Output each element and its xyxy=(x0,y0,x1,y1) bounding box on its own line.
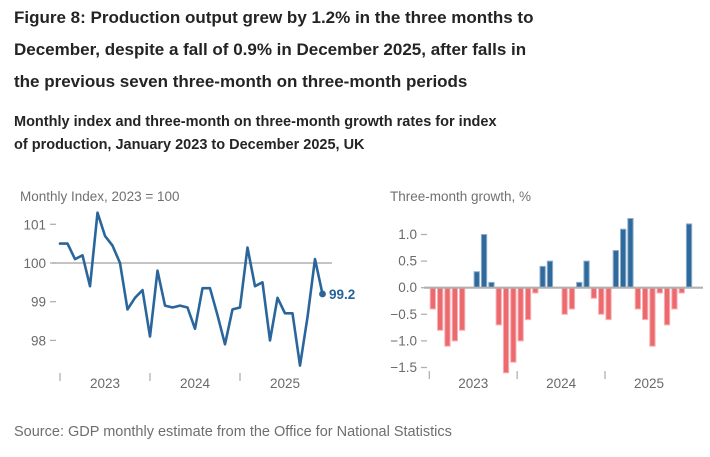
growth-bar-positive xyxy=(627,218,634,289)
growth-bar-negative xyxy=(671,287,678,310)
growth-bar-negative xyxy=(444,287,451,347)
figure-title: Figure 8: Production output grew by 1.2%… xyxy=(14,8,534,91)
growth-bar-negative xyxy=(561,287,568,315)
growth-bar-positive xyxy=(612,250,619,289)
index-line xyxy=(58,211,324,367)
growth-bar-negative xyxy=(510,287,517,363)
y-tick-label: 98 xyxy=(31,333,46,348)
growth-bar-negative xyxy=(524,287,532,321)
right-panel-title: Three-month growth, % xyxy=(390,189,531,204)
y-tick-label: 101 xyxy=(23,217,46,232)
x-tick-label: 2025 xyxy=(634,376,664,391)
growth-bar-negative xyxy=(605,287,612,321)
end-value-label: 99.2 xyxy=(329,287,355,302)
three-month-growth-chart: Three-month growth, % 1.0 0.5 0.0 −0.5 −1.0 −1… xyxy=(390,189,703,391)
growth-bar-positive xyxy=(539,265,546,289)
x-tick-label: 2025 xyxy=(270,376,300,391)
end-dot xyxy=(319,290,326,298)
growth-bar-positive xyxy=(620,228,627,289)
growth-bar-negative xyxy=(459,287,466,331)
y-tick-label: 0.5 xyxy=(398,254,417,269)
growth-bar-negative xyxy=(451,287,458,342)
left-panel-title: Monthly Index, 2023 = 100 xyxy=(20,189,180,204)
growth-bar-positive xyxy=(480,234,488,289)
growth-bar-negative xyxy=(429,287,437,310)
y-tick-label: 1.0 xyxy=(398,227,417,242)
growth-bar-negative xyxy=(568,287,576,310)
growth-bar-negative xyxy=(663,287,671,326)
growth-bar-positive xyxy=(473,271,480,289)
growth-bar-negative xyxy=(590,287,597,299)
growth-bar-negative xyxy=(598,287,605,315)
y-tick-label: −1.0 xyxy=(390,333,417,348)
x-tick-label: 2023 xyxy=(458,376,488,391)
growth-bar-negative xyxy=(495,287,502,326)
source-text: Source: GDP monthly estimate from the Of… xyxy=(14,424,452,440)
monthly-index-chart: Monthly Index, 2023 = 100 101 100 99 98 2023 2… xyxy=(20,189,355,391)
growth-bar-negative xyxy=(634,287,641,310)
growth-bar-positive xyxy=(546,260,554,289)
growth-bar-positive xyxy=(685,223,693,289)
y-tick-label: −1.5 xyxy=(390,360,417,375)
growth-bar-negative xyxy=(502,287,510,374)
figure-subtitle: Monthly index and three-month on three-m… xyxy=(14,114,497,153)
growth-bar-negative xyxy=(642,287,649,321)
growth-bar-negative xyxy=(649,287,656,347)
y-tick-label: 99 xyxy=(31,295,46,310)
growth-bar-positive xyxy=(583,260,590,289)
x-tick-label: 2024 xyxy=(180,376,211,391)
y-tick-label: −0.5 xyxy=(390,307,417,322)
growth-bar-negative xyxy=(437,287,444,331)
growth-bar-negative xyxy=(517,287,524,342)
x-tick-label: 2024 xyxy=(546,376,577,391)
y-tick-label: 100 xyxy=(23,256,46,271)
y-tick-label: 0.0 xyxy=(398,280,417,295)
x-tick-label: 2023 xyxy=(90,376,120,391)
